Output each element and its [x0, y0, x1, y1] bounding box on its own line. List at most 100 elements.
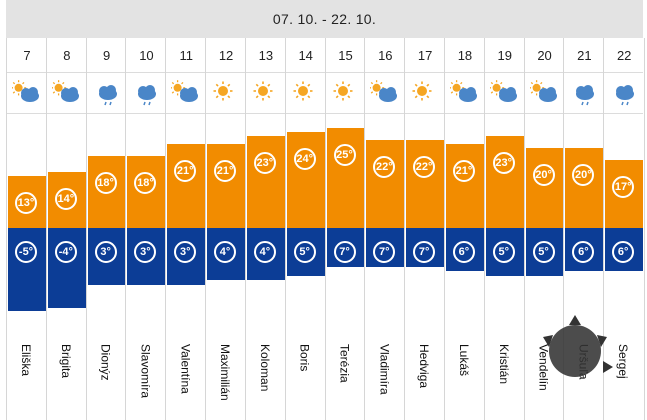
min-temp-label: 7° — [333, 241, 356, 263]
day-number: 21 — [577, 48, 592, 63]
max-temp-label: 22° — [373, 156, 396, 178]
date-range-label: 07. 10. - 22. 10. — [272, 11, 377, 27]
sun-cloud-icon — [369, 80, 400, 106]
day-number: 19 — [497, 48, 512, 63]
sun-icon — [410, 80, 440, 106]
day-number: 20 — [537, 48, 552, 63]
rain-cloud-icon — [569, 80, 599, 106]
day-column[interactable]: 14 24° 5° Boris — [284, 38, 326, 420]
max-temp-label: 20° — [572, 164, 595, 186]
day-number: 9 — [103, 48, 111, 63]
max-temp-label: 20° — [532, 164, 555, 186]
max-temp-label: 14° — [54, 188, 77, 210]
max-temp-bar — [167, 144, 206, 228]
max-temp-label: 23° — [492, 152, 515, 174]
max-temp-label: 21° — [214, 160, 237, 182]
day-column[interactable]: 22 17° 6° Sergej — [603, 38, 646, 420]
max-temp-label: 23° — [253, 152, 276, 174]
min-temp-label: 6° — [572, 241, 595, 263]
min-temp-label: 4° — [253, 241, 276, 263]
max-temp-label: 24° — [293, 148, 316, 170]
nameday-label: Lukáš — [456, 344, 471, 377]
sun-icon — [211, 80, 241, 106]
date-range-header: 07. 10. - 22. 10. — [6, 0, 643, 38]
day-column[interactable]: 20 20° 5° Vendelín — [523, 38, 565, 420]
sun-icon — [251, 80, 281, 106]
nameday-label: Maximilián — [218, 344, 233, 401]
min-temp-label: 3° — [174, 241, 197, 263]
min-temp-label: 3° — [94, 241, 117, 263]
min-temp-label: -5° — [15, 241, 37, 263]
min-temp-label: 5° — [293, 241, 316, 263]
max-temp-label: 21° — [174, 160, 197, 182]
max-temp-label: 21° — [452, 160, 475, 182]
max-temp-bar — [406, 140, 445, 228]
day-number: 13 — [258, 48, 274, 63]
nameday-label: Brigita — [58, 344, 73, 379]
day-column[interactable]: 8 14° -4° Brigita — [45, 38, 87, 420]
nameday-label: Kristián — [496, 344, 511, 385]
nameday-label: Koloman — [257, 344, 272, 392]
max-temp-label: 18° — [94, 172, 117, 194]
max-temp-bar — [326, 128, 365, 228]
nameday-label: Slavomíra — [138, 344, 153, 399]
day-column[interactable]: 15 25° 7° Terézia — [324, 38, 366, 420]
min-temp-label: 7° — [373, 241, 396, 263]
rain-cloud-icon — [609, 80, 639, 106]
day-number: 14 — [298, 48, 313, 63]
max-temp-bar — [286, 132, 325, 228]
sun-cloud-icon — [528, 80, 560, 106]
sun-cloud-icon — [448, 80, 480, 106]
day-number: 22 — [616, 48, 632, 63]
max-temp-bar — [366, 140, 405, 228]
max-temp-bar — [445, 144, 484, 228]
settings-gear-icon[interactable] — [533, 305, 623, 395]
max-temp-label: 25° — [333, 144, 356, 166]
min-temp-label: 5° — [492, 241, 515, 263]
day-column[interactable]: 13 23° 4° Koloman — [244, 38, 286, 420]
max-temp-bar — [565, 148, 604, 228]
max-temp-bar — [485, 136, 524, 228]
day-column[interactable]: 17 22° 7° Hedviga — [404, 38, 445, 420]
day-number: 17 — [417, 48, 433, 63]
min-temp-label: 4° — [214, 241, 237, 263]
day-number: 11 — [179, 48, 194, 63]
day-number: 8 — [63, 48, 71, 63]
nameday-label: Terézia — [337, 344, 352, 383]
day-number: 12 — [218, 48, 234, 63]
min-temp-bar — [47, 228, 86, 308]
min-temp-label: 3° — [134, 241, 157, 263]
day-column[interactable]: 10 18° 3° Slavomíra — [125, 38, 166, 420]
nameday-label: Vladimíra — [377, 344, 392, 395]
day-column[interactable]: 12 21° 4° Maximilián — [205, 38, 246, 420]
day-number: 16 — [378, 48, 393, 63]
min-temp-label: 6° — [612, 241, 635, 263]
nameday-label: Sergej — [616, 344, 631, 379]
min-temp-label: 6° — [452, 241, 475, 263]
day-column[interactable]: 19 23° 5° Kristián — [483, 38, 525, 420]
day-column[interactable]: 9 18° 3° Dionýz — [85, 38, 127, 420]
max-temp-label: 13° — [15, 192, 37, 214]
nameday-label: Vendelín — [536, 344, 551, 391]
min-temp-label: -4° — [54, 241, 77, 263]
sun-cloud-icon — [170, 80, 201, 106]
sun-icon — [331, 80, 361, 106]
day-column[interactable]: 21 20°6°Uršuľa — [563, 38, 604, 420]
sun-cloud-icon — [488, 80, 520, 106]
nameday-label: Boris — [297, 344, 312, 372]
day-column[interactable]: 7 13° -5° Eliška — [6, 38, 47, 420]
day-number: 18 — [457, 48, 473, 63]
sun-icon — [291, 80, 321, 106]
forecast-grid: 7 13° -5° Eliška 8 14° -4° Brigita 9 18° 3° Dion… — [6, 38, 646, 420]
sun-cloud-icon — [11, 80, 42, 106]
max-temp-label: 17° — [612, 176, 635, 198]
day-column[interactable]: 16 22° 7° Vladimíra — [364, 38, 405, 420]
day-column[interactable]: 18 21° 6° Lukáš — [443, 38, 485, 420]
day-column[interactable]: 11 21° 3° Valentína — [165, 38, 206, 420]
day-number: 15 — [338, 48, 353, 63]
max-temp-bar — [207, 144, 246, 228]
max-temp-bar — [246, 136, 285, 228]
nameday-label: Valentína — [178, 344, 193, 394]
max-temp-label: 22° — [413, 156, 436, 178]
nameday-label: Hedviga — [417, 344, 432, 389]
